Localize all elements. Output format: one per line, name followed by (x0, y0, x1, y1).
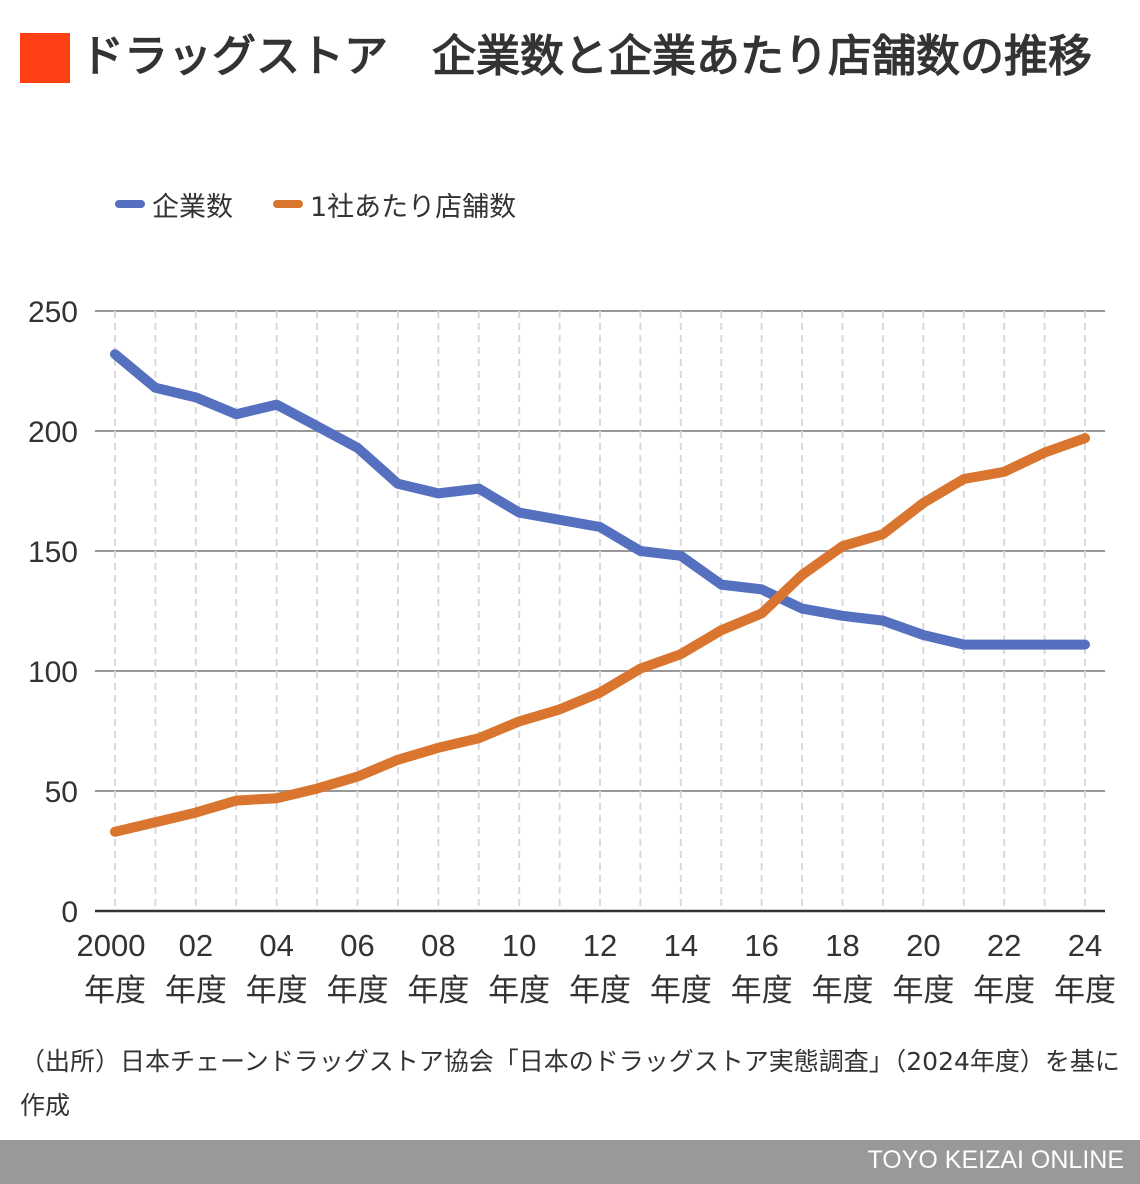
x-tick-label-year: 12 (583, 928, 617, 963)
legend-line-icon-companies (115, 200, 145, 208)
x-tick-label-unit: 年度 (812, 973, 874, 1009)
x-axis-tick-labels: 2000 年度 02 年度 04 年度 06 年度 08 年度 10 年度 12 年度 14 年度 16 年度 18… (77, 928, 1116, 1009)
x-tick-label-year: 20 (906, 928, 940, 963)
legend-item-stores-per-company: 1社あたり店舗数 (273, 185, 516, 224)
y-tick-label: 100 (28, 656, 78, 689)
legend: 企業数 1社あたり店舗数 (115, 184, 556, 224)
x-tick-label-unit: 年度 (84, 973, 146, 1009)
x-tick-label-unit: 年度 (1054, 973, 1116, 1009)
x-tick-label-year: 08 (421, 928, 455, 963)
legend-line-icon-stores-per-company (273, 200, 303, 208)
chart-title: ドラッグストア 企業数と企業あたり店舗数の推移 (80, 31, 1092, 82)
legend-label-companies: 企業数 (152, 191, 233, 223)
x-tick-label-year: 24 (1068, 928, 1102, 963)
x-tick-label-year: 02 (179, 928, 213, 963)
x-tick-label-year: 04 (259, 928, 293, 963)
x-tick-label-unit: 年度 (731, 973, 793, 1009)
x-tick-label-year: 14 (664, 928, 698, 963)
x-tick-label-unit: 年度 (569, 973, 631, 1009)
y-axis-tick-labels: 0 50 100 150 200 250 (28, 296, 78, 929)
footer-brand: TOYO KEIZAI ONLINE (867, 1146, 1124, 1174)
x-tick-label-year: 22 (987, 928, 1021, 963)
title-accent-square (20, 33, 70, 83)
series-lines (110, 349, 1090, 837)
vertical-gridlines (114, 311, 1086, 911)
legend-item-companies: 企業数 (115, 185, 233, 224)
x-tick-label-unit: 年度 (892, 973, 954, 1009)
x-tick-label-year: 2000 (77, 928, 146, 963)
source-note: （出所）日本チェーンドラッグストア協会「日本のドラッグストア実態調査」（2024… (20, 1047, 1120, 1120)
y-tick-label: 150 (28, 536, 78, 569)
x-tick-label-year: 10 (502, 928, 536, 963)
x-tick-label-unit: 年度 (407, 973, 469, 1009)
x-tick-label-year: 18 (825, 928, 859, 963)
x-tick-label-unit: 年度 (246, 973, 308, 1009)
y-tick-label: 50 (45, 776, 78, 809)
x-tick-label-year: 06 (340, 928, 374, 963)
y-tick-label: 250 (28, 296, 78, 329)
footer-bar: TOYO KEIZAI ONLINE (0, 1140, 1140, 1184)
x-tick-label-unit: 年度 (165, 973, 227, 1009)
x-tick-label-unit: 年度 (650, 973, 712, 1009)
line-chart: 0 50 100 150 200 250 2000 年度 02 年度 04 年度 06 年度 08 年度 10… (28, 296, 1116, 1009)
legend-label-stores-per-company: 1社あたり店舗数 (310, 191, 517, 223)
x-tick-label-unit: 年度 (327, 973, 389, 1009)
x-tick-label-unit: 年度 (973, 973, 1035, 1009)
x-tick-label-unit: 年度 (488, 973, 550, 1009)
y-tick-label: 200 (28, 416, 78, 449)
x-tick-label-year: 16 (744, 928, 778, 963)
y-tick-label: 0 (61, 896, 78, 929)
